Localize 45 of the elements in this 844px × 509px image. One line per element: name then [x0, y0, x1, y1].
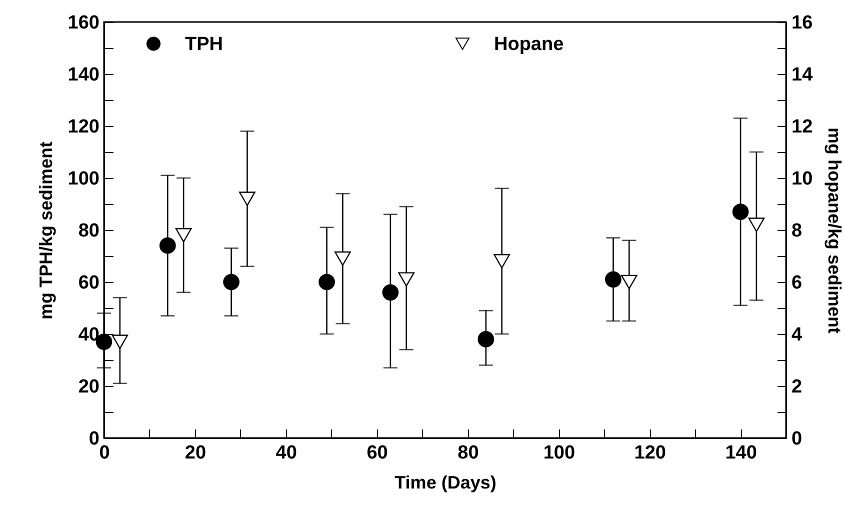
y2-axis-title: mg hopane/kg sediment — [824, 127, 844, 334]
x-tick-label: 60 — [366, 442, 388, 464]
point — [334, 251, 351, 266]
y2-tick-label: 6 — [792, 272, 802, 294]
y-tick-label: 60 — [78, 272, 100, 294]
y2-tick-label: 2 — [792, 376, 802, 398]
y-axis-title: mg TPH/kg sediment — [36, 141, 56, 320]
y-tick-label: 120 — [68, 116, 100, 138]
legend-label: TPH — [185, 34, 223, 55]
point — [382, 284, 399, 301]
point — [620, 274, 638, 290]
y2-tick-label: 4 — [792, 324, 802, 346]
point — [159, 237, 176, 254]
point — [605, 271, 622, 288]
y-tick-label: 40 — [78, 324, 100, 346]
x-tick-label: 100 — [543, 442, 576, 464]
y2-tick-label: 12 — [792, 116, 813, 138]
y2-tick-label: 10 — [792, 168, 813, 190]
point — [478, 331, 494, 348]
point — [223, 274, 240, 290]
y-tick-label: 80 — [78, 220, 100, 242]
y-tick-label: 20 — [78, 376, 100, 398]
point — [398, 272, 415, 287]
point — [112, 334, 128, 349]
y2-tick-label: 16 — [792, 12, 813, 34]
x-tick-label: 20 — [184, 442, 206, 464]
y-tick-label: 160 — [68, 12, 100, 34]
x-tick-label: 80 — [458, 442, 479, 464]
y-tick-label: 0 — [88, 428, 100, 450]
x-tick-label: 140 — [725, 442, 757, 464]
point — [318, 274, 335, 290]
y-tick-label: 100 — [68, 168, 100, 190]
point — [732, 204, 749, 220]
legend-label: Hopane — [494, 34, 564, 55]
point — [239, 192, 256, 206]
y2-tick-label: 14 — [792, 64, 814, 86]
point — [494, 254, 510, 268]
x-tick-label: 120 — [634, 442, 666, 464]
y-tick-label: 140 — [68, 64, 100, 86]
point — [748, 218, 765, 232]
y2-tick-label: 0 — [792, 428, 802, 450]
x-axis-title: Time (Days) — [394, 472, 496, 492]
x-tick-label: 40 — [276, 442, 297, 464]
y2-tick-label: 8 — [792, 220, 802, 242]
point — [175, 228, 192, 242]
